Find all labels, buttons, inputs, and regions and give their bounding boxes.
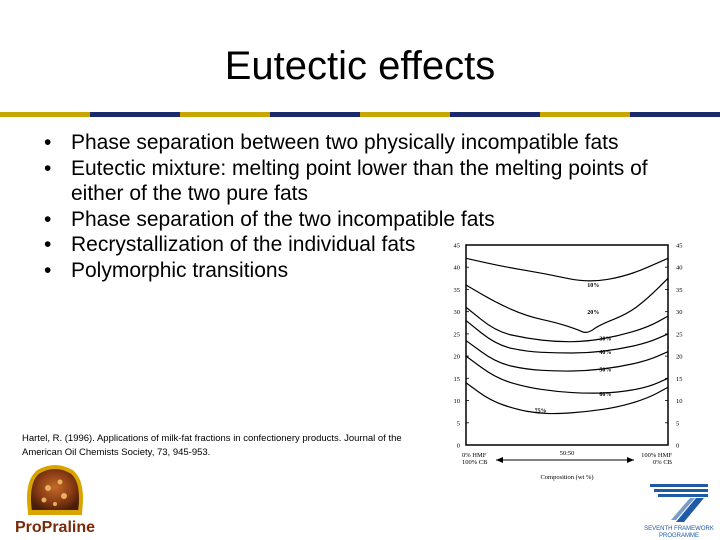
y-tick-label-right: 0 bbox=[676, 443, 679, 450]
y-tick-label-right: 20 bbox=[676, 354, 683, 361]
svg-text:PROGRAMME: PROGRAMME bbox=[659, 533, 699, 539]
bullet-item: Eutectic mixture: melting point lower th… bbox=[44, 156, 684, 207]
y-tick-label-left: 25 bbox=[454, 331, 461, 338]
seventh-framework-programme-logo: SEVENTH FRAMEWORK PROGRAMME bbox=[644, 484, 714, 539]
series-line bbox=[465, 277, 669, 333]
x-axis-title: Composition (wt %) bbox=[540, 474, 593, 481]
rule-segment bbox=[450, 112, 540, 117]
y-tick-label-right: 5 bbox=[676, 420, 679, 427]
y-tick-label-right: 10 bbox=[676, 398, 683, 405]
rule-segment bbox=[90, 112, 180, 117]
bullet-item: Phase separation of the two incompatible… bbox=[44, 207, 684, 233]
svg-text:SEVENTH FRAMEWORK: SEVENTH FRAMEWORK bbox=[644, 526, 714, 532]
series-line bbox=[465, 257, 669, 282]
rule-segment bbox=[0, 112, 90, 117]
series-label: 50% bbox=[599, 368, 611, 374]
y-tick-label-left: 0 bbox=[457, 443, 460, 450]
citation: Hartel, R. (1996). Applications of milk-… bbox=[22, 433, 402, 458]
rule-segment bbox=[540, 112, 630, 117]
bullet-item: Recrystallization of the individual fats bbox=[44, 232, 684, 258]
x-left-label-line1: 0% HMF bbox=[462, 452, 487, 459]
x-right-label-line2: 0% CB bbox=[653, 459, 673, 466]
svg-text:ProPraline: ProPraline bbox=[15, 519, 95, 536]
y-tick-label-left: 35 bbox=[454, 287, 461, 294]
series-label: 75% bbox=[535, 409, 547, 415]
series-label: 30% bbox=[599, 337, 611, 343]
rule-segment bbox=[630, 112, 720, 117]
series-label: 10% bbox=[587, 283, 599, 289]
slide-title: Eutectic effects bbox=[224, 44, 496, 88]
plot-frame bbox=[465, 244, 669, 446]
y-tick-label-right: 30 bbox=[676, 309, 683, 316]
y-tick-label-left: 30 bbox=[454, 309, 461, 316]
y-tick-label-right: 15 bbox=[676, 376, 683, 383]
series-label: 20% bbox=[587, 310, 599, 316]
x-arrow-head-left bbox=[496, 457, 503, 463]
phase-diagram-chart: 45 45 40 40 35 35 30 30 25 25 20 20 15 15 10 10 5 5 0 0 10% 2… bbox=[454, 243, 683, 482]
rule-segment bbox=[180, 112, 270, 117]
x-right-label-line1: 100% HMF bbox=[641, 452, 672, 459]
bullet-list: Phase separation between two physically … bbox=[44, 130, 684, 283]
propraline-logo: ProPraline bbox=[15, 465, 95, 536]
series-label: 40% bbox=[599, 350, 611, 356]
y-tick-label-right: 40 bbox=[676, 265, 683, 272]
bullet-item: Phase separation between two physically … bbox=[44, 130, 684, 156]
title-divider bbox=[0, 112, 720, 117]
series-line bbox=[465, 382, 669, 415]
y-tick-label-left: 15 bbox=[454, 376, 461, 383]
series-label: 60% bbox=[599, 392, 611, 398]
series-line bbox=[465, 340, 669, 372]
x-left-label-line2: 100% CB bbox=[462, 459, 488, 466]
series-line bbox=[465, 320, 669, 354]
y-tick-label-left: 5 bbox=[457, 420, 460, 427]
y-tick-label-left: 40 bbox=[454, 265, 461, 272]
series-line bbox=[465, 355, 669, 394]
y-tick-label-right: 45 bbox=[676, 243, 683, 250]
y-tick-label-right: 25 bbox=[676, 331, 683, 338]
series-line bbox=[465, 306, 669, 343]
y-tick-label-left: 45 bbox=[454, 243, 461, 250]
rule-segment bbox=[360, 112, 450, 117]
bullet-item: Polymorphic transitions bbox=[44, 258, 684, 284]
y-tick-label-left: 20 bbox=[454, 354, 461, 361]
x-mid-label: 50:50 bbox=[560, 450, 575, 457]
y-tick-label-right: 35 bbox=[676, 287, 683, 294]
rule-segment bbox=[270, 112, 360, 117]
y-tick-label-left: 10 bbox=[454, 398, 461, 405]
x-arrow-head-right bbox=[627, 457, 634, 463]
